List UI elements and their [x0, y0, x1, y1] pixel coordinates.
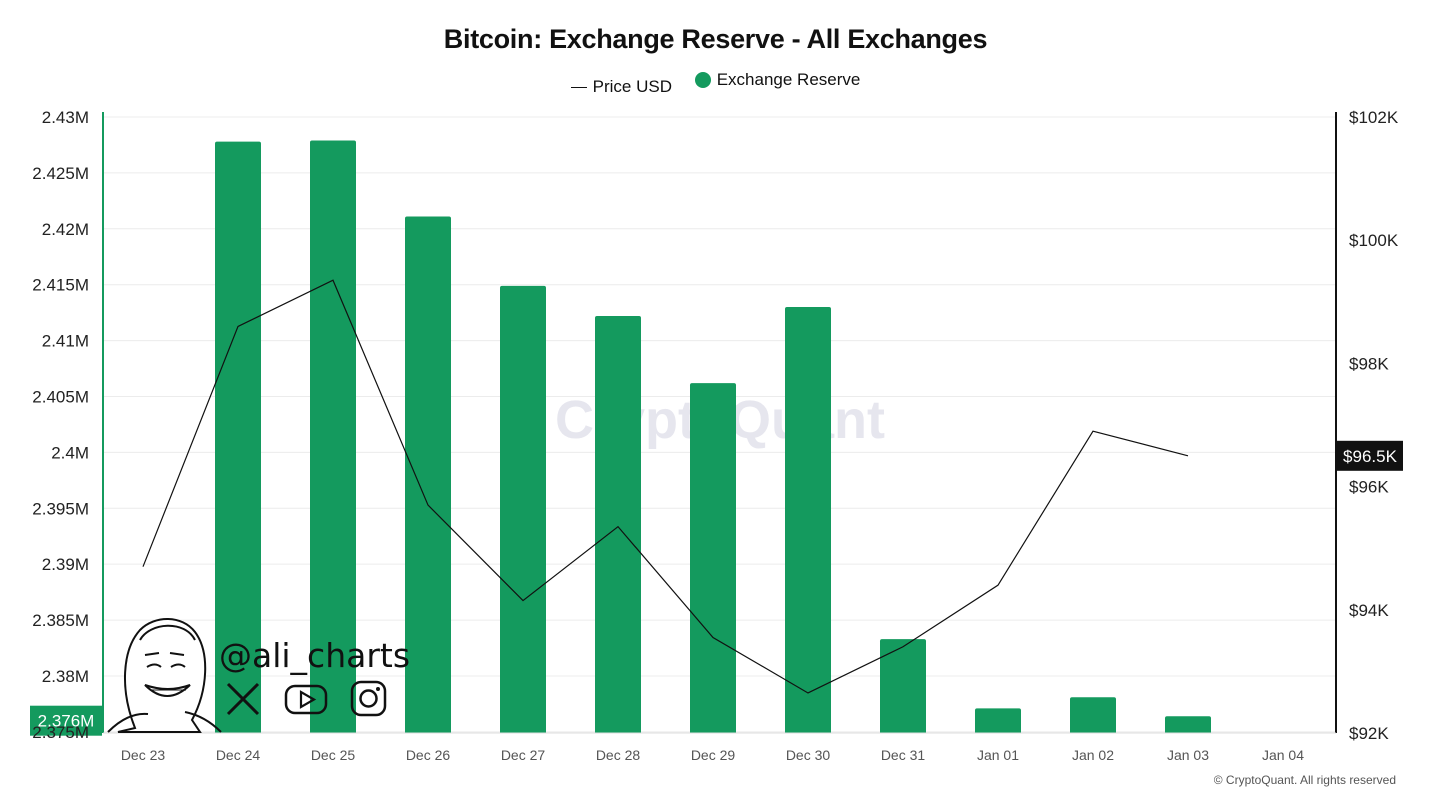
legend-label-reserve: Exchange Reserve — [716, 70, 861, 89]
y-right-tick-label: $94K — [1349, 601, 1389, 620]
reserve-bar — [975, 708, 1021, 733]
current-price-label: $96.5K — [1343, 447, 1398, 466]
y-right-tick-label: $98K — [1349, 354, 1389, 373]
current-price-marker — [1337, 440, 1403, 471]
y-left-tick-label: 2.415M — [32, 276, 89, 295]
x-tick-label: Dec 31 — [881, 747, 926, 763]
reserve-bar — [1165, 716, 1211, 733]
y-left-tick-label: 2.42M — [42, 220, 89, 239]
x-tick-label: Jan 01 — [977, 747, 1019, 763]
legend-item-reserve[interactable]: Exchange Reserve — [694, 70, 861, 90]
avatar-watermark — [107, 618, 222, 733]
x-tick-label: Dec 30 — [786, 747, 831, 763]
chart-title: Bitcoin: Exchange Reserve - All Exchange… — [443, 24, 988, 54]
legend-item-price[interactable]: Price USD — [570, 77, 672, 97]
x-tick-label: Jan 04 — [1262, 747, 1304, 763]
y-left-tick-label: 2.41M — [42, 332, 89, 351]
y-left-tick-label: 2.39M — [42, 555, 89, 574]
youtube-icon — [284, 684, 328, 715]
x-icon — [226, 682, 260, 716]
handle-watermark: @ali_charts — [219, 636, 411, 675]
y-left-tick-label: 2.385M — [32, 611, 89, 630]
x-tick-label: Dec 25 — [311, 747, 356, 763]
reserve-bar — [595, 315, 641, 733]
reserve-bar — [500, 285, 546, 733]
y-left-tick-label: 2.43M — [42, 108, 89, 127]
reserve-bar — [405, 216, 451, 734]
reserve-bars — [215, 140, 1211, 734]
y-right-tick-label: $102K — [1349, 108, 1399, 127]
x-tick-label: Dec 23 — [121, 747, 166, 763]
x-tick-label: Jan 02 — [1072, 747, 1114, 763]
y-left-tick-label: 2.4M — [51, 443, 89, 462]
x-tick-label: Dec 26 — [406, 747, 451, 763]
y-right-tick-label: $96K — [1349, 478, 1389, 497]
instagram-icon — [350, 680, 387, 717]
y-left-tick-label: 2.38M — [42, 667, 89, 686]
axis-labels: 2.43M 2.425M 2.42M 2.415M 2.41M 2.405M 2.4M 2.3… — [32, 108, 1399, 763]
y-left-tick-label: 2.395M — [32, 499, 89, 518]
y-left-tick-label: 2.425M — [32, 164, 89, 183]
x-tick-label: Dec 29 — [691, 747, 736, 763]
x-tick-label: Jan 03 — [1167, 747, 1209, 763]
current-reserve-marker — [30, 705, 102, 736]
reserve-bar — [880, 639, 926, 733]
current-reserve-label: 2.376M — [38, 712, 95, 731]
y-right-tick-label: $92K — [1349, 724, 1389, 743]
reserve-bar — [690, 383, 736, 733]
x-tick-label: Dec 28 — [596, 747, 641, 763]
reserve-bar — [310, 140, 356, 734]
y-right-tick-label: $100K — [1349, 231, 1399, 250]
x-tick-label: Dec 27 — [501, 747, 546, 763]
legend-label-price: Price USD — [592, 77, 672, 97]
reserve-bar — [1070, 697, 1116, 733]
legend: Price USD Exchange Reserve — [0, 70, 1431, 97]
reserve-bar — [215, 141, 261, 733]
price-series-line — [142, 279, 1189, 694]
legend-dot-swatch — [694, 72, 711, 88]
y-left-tick-label: 2.375M — [32, 723, 89, 742]
copyright-footer: © CryptoQuant. All rights reserved — [1213, 773, 1396, 787]
social-icons — [226, 680, 387, 717]
axes: 2.376M $96.5K — [30, 112, 1403, 736]
reserve-bar — [785, 307, 831, 733]
price-line — [142, 279, 1189, 694]
x-tick-label: Dec 24 — [216, 747, 261, 763]
y-left-tick-label: 2.405M — [32, 387, 89, 406]
legend-line-swatch — [570, 86, 587, 88]
